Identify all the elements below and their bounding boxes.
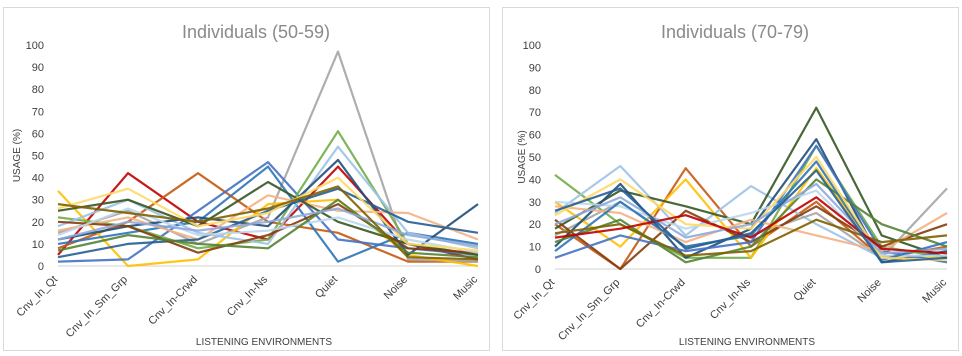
chart-panel-right: Individuals (70-79) 0 10 20 30 40 50 60 70 80 90 10…: [502, 7, 959, 351]
chart-1-y-axis-label: USAGE (%): [517, 130, 528, 183]
chart-0-x-tick-label: Cnv_In-Crwd: [146, 274, 200, 328]
chart-1-series-line-17: [554, 196, 948, 255]
chart-1-y-tick-label: 40: [529, 174, 541, 186]
chart-1-series-line-10: [554, 205, 948, 253]
chart-1-y-tick-label: 20: [529, 219, 541, 231]
chart-1-title: Individuals (70-79): [661, 22, 809, 42]
chart-1-x-tick-label: Cnv_In_Sm_Grp: [556, 277, 622, 343]
chart-1-y-tick-label: 10: [529, 242, 541, 254]
chart-0-series-line-14: [57, 207, 479, 254]
chart-0-y-tick-label: 40: [32, 173, 44, 185]
chart-right-svg: Individuals (70-79) 0 10 20 30 40 50 60 70 80 90 10…: [511, 22, 949, 348]
chart-left-svg: Individuals (50-59) 0 10 20 30 40 50 60 70 80 90 10…: [12, 22, 480, 348]
chart-0-y-tick-label: 10: [32, 239, 44, 251]
chart-0-y-tick-label: 70: [32, 106, 44, 118]
chart-0-y-tick-label: 0: [38, 261, 44, 273]
chart-0-x-tick-label: Cnv_In-Ns: [225, 273, 271, 319]
chart-1-y-tick-label: 50: [529, 152, 541, 164]
chart-0-x-tick-label: Quiet: [313, 274, 340, 301]
chart-1-y-tick-label: 90: [529, 62, 541, 74]
chart-1-y-tick-label: 80: [529, 85, 541, 97]
chart-1-series-line-18: [554, 169, 948, 264]
chart-1-x-tick-label: Music: [920, 276, 949, 305]
chart-0-y-tick-label: 60: [32, 128, 44, 140]
chart-0-series-line-3: [57, 50, 479, 263]
chart-1-y-tick-label: 0: [535, 264, 541, 276]
chart-0-x-tick-label: Noise: [382, 274, 410, 302]
chart-0-y-axis-label: USAGE (%): [12, 129, 23, 182]
chart-1-x-tick-label: Quiet: [791, 277, 818, 304]
chart-0-series-line-10: [57, 194, 479, 241]
chart-1-series-line-13: [554, 160, 948, 262]
chart-0-series-line-15: [57, 198, 479, 259]
chart-1-series-line-11: [554, 178, 948, 264]
chart-0-x-tick-label: Cnv_In_Qt: [14, 274, 60, 320]
chart-0-y-tick-label: 80: [32, 84, 44, 96]
chart-0-y-tick-label: 20: [32, 217, 44, 229]
chart-1-series-line-12: [554, 189, 947, 257]
chart-0-y-tick-label: 90: [32, 62, 44, 74]
chart-1-x-tick-label: Noise: [855, 277, 883, 305]
chart-0-title: Individuals (50-59): [182, 22, 330, 42]
chart-1-series-line-14: [554, 155, 948, 262]
chart-0-x-tick-label: Cnv_In_Sm_Grp: [64, 274, 130, 340]
chart-1-series-line-15: [554, 218, 948, 257]
chart-1-x-axis-label: LISTENING ENVIRONMENTS: [679, 337, 815, 348]
chart-0-y-tick-label: 30: [32, 195, 44, 207]
chart-1-y-tick-label: 30: [529, 197, 541, 209]
chart-0-y-tick-label: 50: [32, 151, 44, 163]
chart-0-series-line-12: [57, 187, 479, 259]
chart-1-y-tick-label: 100: [523, 40, 541, 52]
chart-1-series-line-16: [554, 182, 948, 255]
chart-0-x-axis-label: LISTENING ENVIRONMENTS: [196, 337, 332, 348]
chart-0-series-line-18: [57, 185, 479, 261]
chart-1-x-tick-label: Cnv_In_Qt: [511, 277, 557, 323]
chart-0-y-tick-label: 100: [26, 40, 44, 52]
chart-1-y-tick-label: 70: [529, 107, 541, 119]
chart-0-x-tick-label: Music: [451, 273, 480, 302]
chart-1-x-tick-label: Cnv_In-Ns: [708, 276, 754, 322]
chart-panel-left: Individuals (50-59) 0 10 20 30 40 50 60 70 80 90 10…: [3, 7, 490, 351]
chart-0-series-line-17: [57, 207, 479, 248]
chart-1-x-tick-label: Cnv_In-Crwd: [634, 277, 688, 331]
chart-0-series-line-16: [57, 176, 479, 252]
chart-0-series-line-13: [57, 203, 479, 254]
chart-1-y-tick-label: 60: [529, 130, 541, 142]
